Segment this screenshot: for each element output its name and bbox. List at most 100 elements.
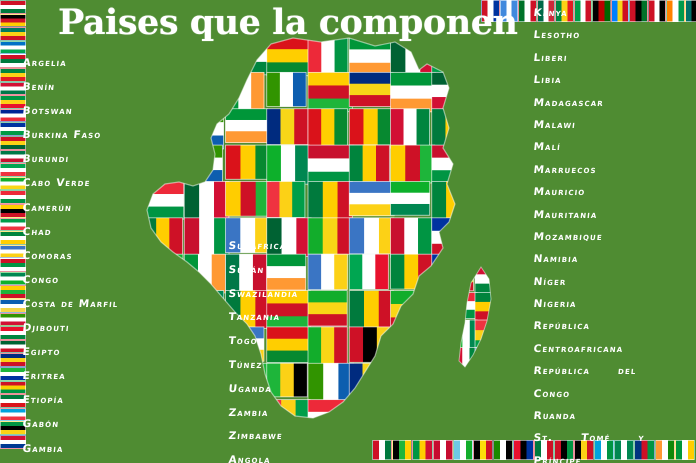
flag-tile xyxy=(592,0,611,22)
page-title: Paises que la componen xyxy=(58,2,518,43)
flag-tile xyxy=(0,163,26,177)
country-right-17: República del xyxy=(532,365,638,378)
flag-tile xyxy=(634,440,655,460)
flag-tile xyxy=(0,149,26,164)
country-left-10: Congo xyxy=(21,273,60,286)
country-right-9: Mauricio xyxy=(532,186,587,199)
country-mid-5: Togo xyxy=(227,335,259,348)
bottom-horizontal-flag-strip xyxy=(372,440,696,460)
flag-tile xyxy=(452,440,473,460)
country-right-3: Liberi xyxy=(532,51,569,64)
flag-tile xyxy=(412,440,433,460)
flag-tile xyxy=(594,440,615,460)
country-left-14: Eritrea xyxy=(21,370,67,383)
flag-tile xyxy=(0,353,26,368)
flag-tile xyxy=(0,67,26,82)
country-left-8: Chad xyxy=(21,225,53,238)
flag-tile xyxy=(518,0,537,22)
country-right-6: Malawi xyxy=(532,118,577,131)
country-mid-2: Sudán xyxy=(227,263,266,276)
country-left-5: Burundi xyxy=(21,153,70,166)
country-right-14: Nigeria xyxy=(532,298,578,311)
flag-tile xyxy=(0,435,26,449)
country-list-left-column: Argelia Benín Botswan Burkina Faso Burundi Ca… xyxy=(21,57,129,463)
country-mid-8: Zambia xyxy=(227,406,270,419)
country-right-10: Mauritania xyxy=(532,208,599,221)
country-left-17: Gambia xyxy=(21,442,65,455)
country-right-1: Kenya xyxy=(532,7,569,19)
flag-tile xyxy=(0,108,26,123)
madagascar-island-flag-tile xyxy=(455,265,495,375)
flag-tile xyxy=(647,0,666,22)
flag-tile xyxy=(0,27,26,41)
flag-tile xyxy=(0,394,26,408)
flag-tile xyxy=(513,440,534,460)
africa-flag-collage-map xyxy=(143,36,473,436)
flag-tile xyxy=(0,231,26,245)
flag-tile xyxy=(0,299,26,313)
country-right-13: Níger xyxy=(532,275,568,288)
flag-tile xyxy=(684,0,696,22)
flag-tile xyxy=(0,326,26,340)
flag-tile xyxy=(392,440,413,460)
flag-tile xyxy=(0,312,26,327)
flag-tile xyxy=(0,244,26,259)
flag-tile xyxy=(553,440,574,460)
country-left-9: Comoras xyxy=(21,249,74,262)
country-mid-4: Tanzania xyxy=(227,311,281,324)
flag-tile xyxy=(0,339,26,354)
flag-tile xyxy=(0,135,26,150)
country-list-right-column: Kenya Lesotho Liberi Libia Madagascar Malawi M… xyxy=(532,7,646,463)
flag-tile xyxy=(499,0,518,22)
country-list-middle-column: Sudáfrica Sudán Swazilandia Tanzania Togo Tún… xyxy=(227,240,299,463)
country-left-11: Costa de Marfil xyxy=(21,297,120,310)
flag-tile xyxy=(629,0,648,22)
flag-tile xyxy=(610,0,629,22)
country-left-13: Egipto xyxy=(21,346,62,359)
flag-tile xyxy=(0,217,26,232)
country-mid-3: Swazilandia xyxy=(227,287,299,300)
flag-tile xyxy=(555,0,574,22)
country-right-7: Malí xyxy=(532,141,562,154)
flag-tile xyxy=(0,285,26,300)
country-mid-1: Sudáfrica xyxy=(227,240,287,252)
flag-tile xyxy=(573,440,595,460)
flag-tile xyxy=(536,0,555,22)
flag-tile xyxy=(674,440,695,460)
flag-tile xyxy=(0,54,26,68)
country-right-15: República xyxy=(532,320,591,333)
flag-tile xyxy=(533,440,554,460)
country-right-19: Ruanda xyxy=(532,410,577,423)
country-mid-9: Zimbabwe xyxy=(227,430,284,443)
country-mid-10: Angola xyxy=(227,454,272,463)
flag-tile xyxy=(0,122,26,136)
country-left-6: Cabo Verde xyxy=(21,177,92,190)
flag-tile xyxy=(0,380,26,395)
country-right-11: Mozambique xyxy=(532,230,604,243)
flag-tile xyxy=(573,0,592,22)
country-left-16: Gabón xyxy=(21,418,60,431)
flag-tile xyxy=(0,95,26,109)
country-left-7: Camerún xyxy=(21,201,73,214)
flag-tile xyxy=(432,440,453,460)
top-right-horizontal-flag-strip xyxy=(481,0,696,22)
country-right-12: Namibia xyxy=(532,253,580,266)
country-right-8: Marruecos xyxy=(532,163,598,176)
country-left-4: Burkina Faso xyxy=(21,129,103,142)
country-right-18: Congo xyxy=(532,387,571,400)
flag-tile xyxy=(614,440,635,460)
country-mid-7: Uganda xyxy=(227,382,273,395)
flag-tile xyxy=(0,421,26,435)
country-right-20: St. Tomé y xyxy=(532,432,646,445)
country-right-21: Príncipe xyxy=(532,454,583,463)
flag-tile xyxy=(0,81,26,96)
country-mid-6: Túnez xyxy=(227,358,264,371)
flag-tile xyxy=(0,40,26,55)
country-left-2: Benín xyxy=(21,81,56,94)
flag-tile xyxy=(0,176,26,191)
flag-tile xyxy=(0,271,26,286)
flag-tile xyxy=(472,440,494,460)
flag-tile xyxy=(654,440,675,460)
flag-tile xyxy=(372,440,393,460)
flag-tile xyxy=(0,0,26,14)
